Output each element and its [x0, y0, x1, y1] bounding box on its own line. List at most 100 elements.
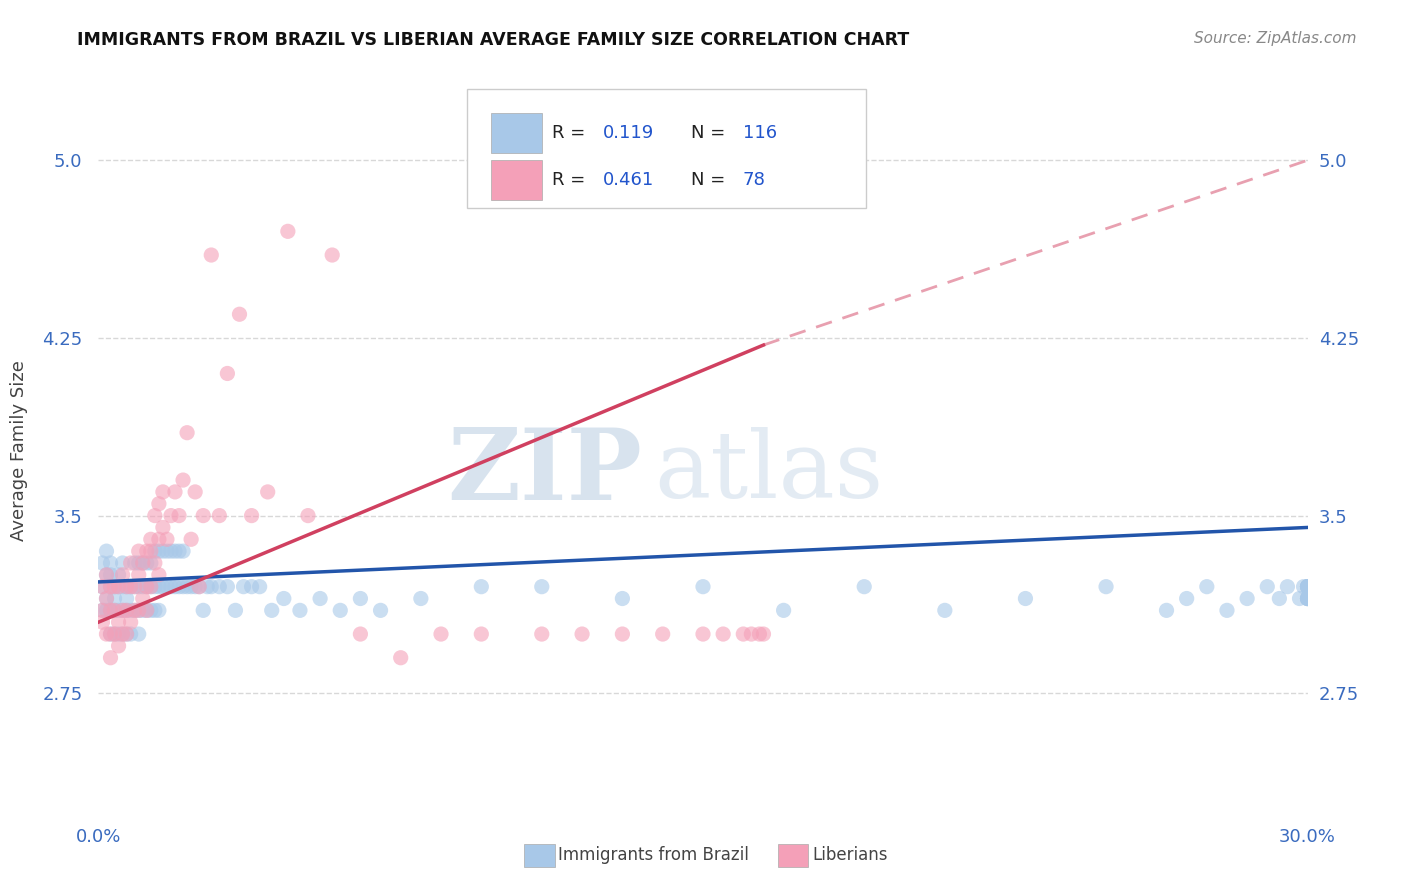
Point — [1288, 591, 1310, 606]
Point — [389, 650, 412, 665]
Point — [163, 484, 186, 499]
Point — [711, 627, 734, 641]
Point — [111, 580, 134, 594]
Point — [772, 603, 794, 617]
Point — [124, 580, 146, 594]
Point — [752, 627, 775, 641]
Point — [167, 508, 190, 523]
Point — [100, 580, 122, 594]
Point — [143, 544, 166, 558]
Point — [692, 627, 714, 641]
Point — [115, 591, 138, 606]
Point — [107, 627, 129, 641]
Point — [115, 627, 138, 641]
Point — [1216, 603, 1239, 617]
Point — [349, 591, 371, 606]
Point — [96, 591, 118, 606]
Point — [115, 603, 138, 617]
Point — [124, 603, 146, 617]
Point — [100, 580, 122, 594]
Point — [1095, 580, 1118, 594]
Point — [91, 603, 114, 617]
Point — [91, 556, 114, 570]
Point — [297, 508, 319, 523]
Point — [107, 615, 129, 630]
Point — [128, 580, 150, 594]
Point — [100, 567, 122, 582]
Point — [111, 567, 134, 582]
Point — [224, 603, 246, 617]
Point — [256, 484, 278, 499]
Point — [148, 567, 170, 582]
Text: IMMIGRANTS FROM BRAZIL VS LIBERIAN AVERAGE FAMILY SIZE CORRELATION CHART: IMMIGRANTS FROM BRAZIL VS LIBERIAN AVERA… — [77, 31, 910, 49]
Point — [217, 580, 239, 594]
Point — [470, 580, 492, 594]
Point — [240, 508, 263, 523]
Point — [124, 556, 146, 570]
Point — [96, 591, 118, 606]
Point — [571, 627, 593, 641]
Point — [103, 603, 125, 617]
Point — [128, 544, 150, 558]
Point — [273, 591, 295, 606]
Point — [100, 627, 122, 641]
Point — [1296, 580, 1319, 594]
Point — [139, 603, 162, 617]
Text: atlas: atlas — [655, 427, 884, 517]
Point — [1296, 591, 1319, 606]
Point — [208, 580, 231, 594]
Point — [733, 627, 755, 641]
Text: ZIP: ZIP — [447, 424, 643, 521]
Point — [143, 556, 166, 570]
Text: 78: 78 — [742, 171, 766, 189]
Point — [740, 627, 762, 641]
Text: Liberians: Liberians — [813, 847, 889, 864]
Point — [132, 580, 155, 594]
Point — [163, 580, 186, 594]
Point — [1292, 580, 1315, 594]
Point — [152, 484, 174, 499]
Point — [530, 627, 553, 641]
Point — [111, 627, 134, 641]
Point — [853, 580, 876, 594]
Text: N =: N = — [690, 171, 731, 189]
Text: N =: N = — [690, 124, 731, 142]
Point — [148, 580, 170, 594]
Point — [152, 544, 174, 558]
Point — [96, 567, 118, 582]
Point — [115, 580, 138, 594]
Point — [228, 307, 250, 321]
Point — [934, 603, 956, 617]
Point — [249, 580, 271, 594]
Point — [148, 544, 170, 558]
Point — [115, 580, 138, 594]
Point — [139, 544, 162, 558]
Point — [107, 603, 129, 617]
Text: 0.461: 0.461 — [603, 171, 654, 189]
Point — [148, 533, 170, 547]
Point — [103, 580, 125, 594]
Point — [135, 556, 157, 570]
Point — [184, 580, 207, 594]
Point — [188, 580, 211, 594]
Point — [103, 627, 125, 641]
Point — [188, 580, 211, 594]
Point — [530, 580, 553, 594]
Point — [193, 603, 215, 617]
Point — [91, 580, 114, 594]
Text: 0.119: 0.119 — [603, 124, 654, 142]
Y-axis label: Average Family Size: Average Family Size — [10, 360, 28, 541]
Point — [156, 580, 179, 594]
Point — [167, 580, 190, 594]
Point — [163, 544, 186, 558]
Point — [143, 508, 166, 523]
Point — [91, 603, 114, 617]
Point — [1256, 580, 1278, 594]
Point — [128, 567, 150, 582]
Point — [309, 591, 332, 606]
Point — [1156, 603, 1178, 617]
Point — [430, 627, 453, 641]
Text: R =: R = — [551, 124, 591, 142]
Point — [120, 580, 142, 594]
Point — [120, 627, 142, 641]
